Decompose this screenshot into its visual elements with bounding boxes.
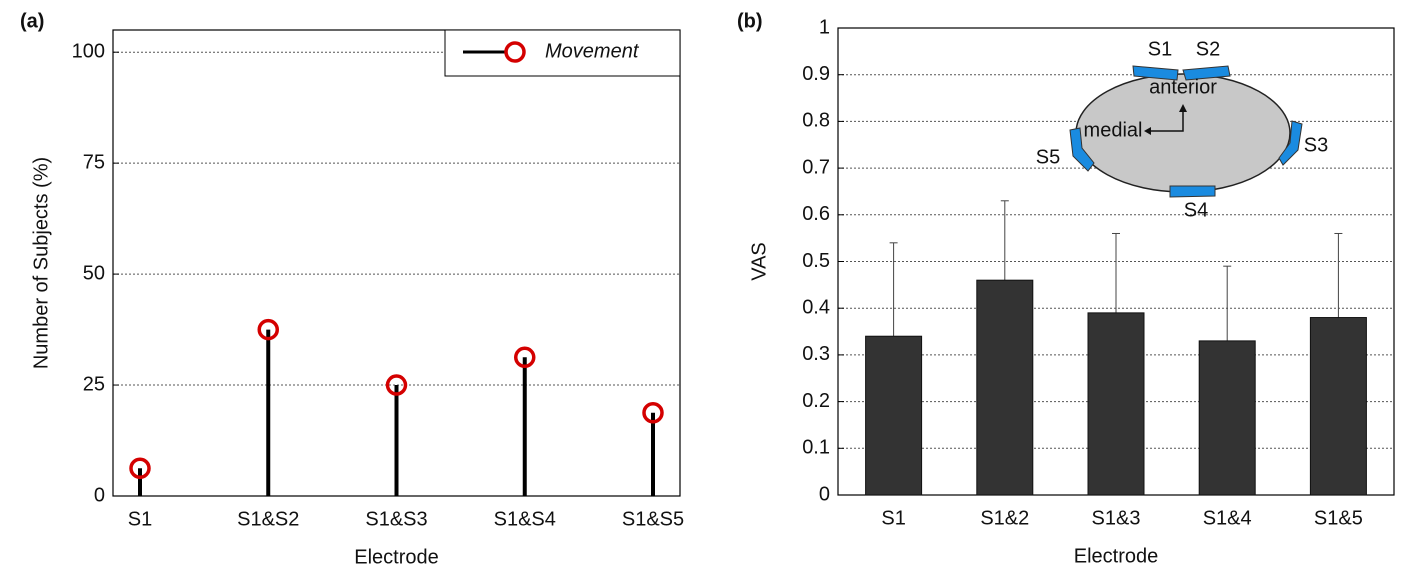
arrows [1149,110,1184,132]
x-tick-label: S1&S5 [622,508,684,530]
inset-label: S4 [1184,199,1208,221]
y-tick-label: 1 [819,16,830,38]
x-tick-label: S1 [128,508,152,530]
bar [1087,312,1145,496]
x-axis-label: Electrode [1074,545,1159,567]
legend-label: Movement [545,40,640,62]
panel-label: (b) [737,10,763,32]
y-axis-label: VAS [748,242,770,281]
y-tick-label: 0.4 [802,296,830,318]
y-tick-label: 0.5 [802,250,830,272]
panel-label: (a) [20,10,44,32]
x-tick-label: S1&5 [1314,507,1363,529]
electrode [1182,65,1231,81]
y-tick-label: 100 [72,40,105,62]
electrode [1169,185,1216,198]
y-tick-label: 0 [819,483,830,505]
y-tick-label: 0.6 [802,203,830,225]
x-tick-label: S1&4 [1203,507,1252,529]
electrode [1069,127,1095,172]
bar [1198,340,1256,496]
x-tick-label: S1&S2 [237,508,299,530]
inset-label: S1 [1148,38,1172,60]
y-tick-label: 50 [83,262,105,284]
y-tick-label: 0 [94,484,105,506]
inset-diagram [1069,65,1303,198]
stem-marker [642,402,664,424]
stem-marker [514,346,536,369]
electrode [1278,120,1303,166]
x-axis-label: Electrode [354,546,439,568]
y-tick-label: 0.3 [802,343,830,365]
stem-marker [257,318,279,341]
legend-marker [504,41,526,63]
inset-label: S3 [1304,134,1328,156]
y-tick-label: 0.7 [802,156,830,178]
electrode [1132,65,1179,81]
y-tick-label: 0.1 [802,437,830,459]
x-tick-label: S1&S4 [494,508,556,530]
y-tick-label: 75 [83,151,105,173]
inset-label: S2 [1196,38,1220,60]
stem-marker [129,457,151,480]
inset-label: S5 [1036,146,1060,168]
bar [1309,317,1367,496]
x-tick-label: S1 [881,507,905,529]
x-tick-label: S1&S3 [365,508,427,530]
bar [976,279,1034,496]
inset-label: medial [1084,119,1143,141]
x-tick-label: S1&2 [980,507,1029,529]
arrowheads [1144,104,1187,135]
y-axis-label: Number of Subjects (%) [30,157,52,369]
stem-marker [385,374,408,396]
x-tick-label: S1&3 [1092,507,1141,529]
y-tick-label: 0.9 [802,63,830,85]
bar [865,335,923,496]
inset-label: anterior [1149,76,1217,98]
y-tick-label: 25 [83,373,105,395]
y-tick-label: 0.8 [802,110,830,132]
y-tick-label: 0.2 [802,390,830,412]
